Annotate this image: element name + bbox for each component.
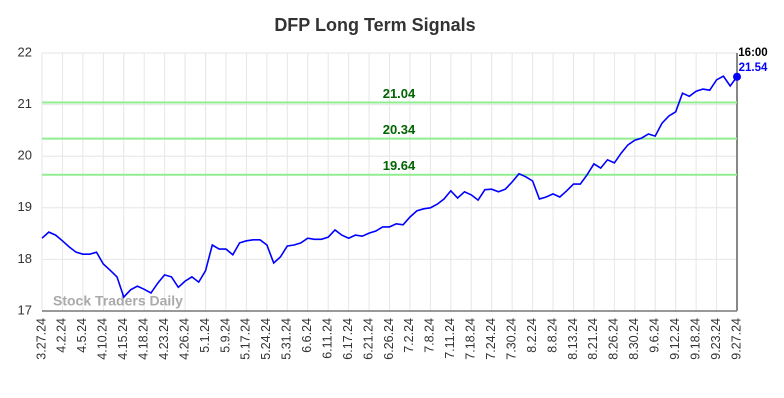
- price-line: [41, 75, 738, 299]
- x-tick-label: 8.21.24: [586, 318, 600, 360]
- x-tick-label: 9.23.24: [709, 318, 723, 360]
- x-tick-label: 5.24.24: [259, 318, 273, 360]
- x-tick-label: 8.2.24: [525, 318, 539, 353]
- y-tick-label: 20: [18, 148, 32, 163]
- y-tick-label: 22: [18, 44, 32, 59]
- x-tick-label: 7.11.24: [443, 318, 457, 359]
- x-tick-label: 3.27.24: [34, 318, 48, 360]
- x-tick-label: 8.30.24: [627, 318, 641, 360]
- x-tick-label: 5.9.24: [218, 318, 232, 353]
- x-tick-label: 9.6.24: [648, 318, 662, 353]
- x-tick-label: 4.10.24: [96, 318, 110, 360]
- x-tick-label: 6.21.24: [361, 318, 375, 360]
- x-tick-label: 4.18.24: [137, 318, 151, 360]
- x-tick-label: 9.18.24: [688, 318, 702, 360]
- reference-label: 19.64: [383, 158, 416, 173]
- x-tick-label: 7.2.24: [402, 318, 416, 353]
- x-tick-label: 9.27.24: [729, 318, 743, 360]
- y-tick-label: 19: [18, 199, 32, 214]
- x-tick-label: 6.11.24: [320, 318, 334, 359]
- x-tick-label: 7.24.24: [484, 318, 498, 360]
- x-tick-label: 8.8.24: [545, 318, 559, 353]
- last-value: 21.54: [739, 62, 768, 74]
- x-tick-label: 4.15.24: [116, 318, 130, 360]
- x-tick-label: 5.17.24: [239, 318, 253, 360]
- watermark: Stock Traders Daily: [53, 293, 183, 309]
- reference-label: 20.34: [383, 122, 416, 137]
- x-tick-label: 6.17.24: [341, 318, 355, 360]
- x-tick-label: 7.18.24: [464, 318, 478, 360]
- x-tick-label: 6.26.24: [382, 318, 396, 360]
- x-tick-label: 8.26.24: [607, 318, 621, 360]
- x-tick-label: 4.2.24: [55, 318, 69, 353]
- x-tick-label: 7.8.24: [423, 318, 437, 353]
- y-tick-label: 21: [18, 96, 32, 111]
- reference-label: 21.04: [383, 86, 416, 101]
- x-tick-label: 5.31.24: [280, 318, 294, 360]
- x-tick-label: 4.26.24: [177, 318, 191, 360]
- last-point: [733, 72, 741, 81]
- x-tick-label: 4.23.24: [157, 318, 171, 360]
- x-tick-label: 9.12.24: [668, 318, 682, 360]
- x-tick-label: 6.6.24: [300, 318, 314, 353]
- x-tick-label: 8.13.24: [566, 318, 580, 360]
- y-tick-label: 17: [18, 302, 32, 317]
- last-time: 16:00: [738, 47, 767, 59]
- x-tick-label: 4.5.24: [75, 318, 89, 353]
- x-tick-label: 7.30.24: [504, 318, 518, 360]
- y-tick-label: 18: [18, 251, 32, 266]
- chart-title: DFP Long Term Signals: [274, 15, 475, 35]
- x-tick-label: 5.1.24: [198, 318, 212, 353]
